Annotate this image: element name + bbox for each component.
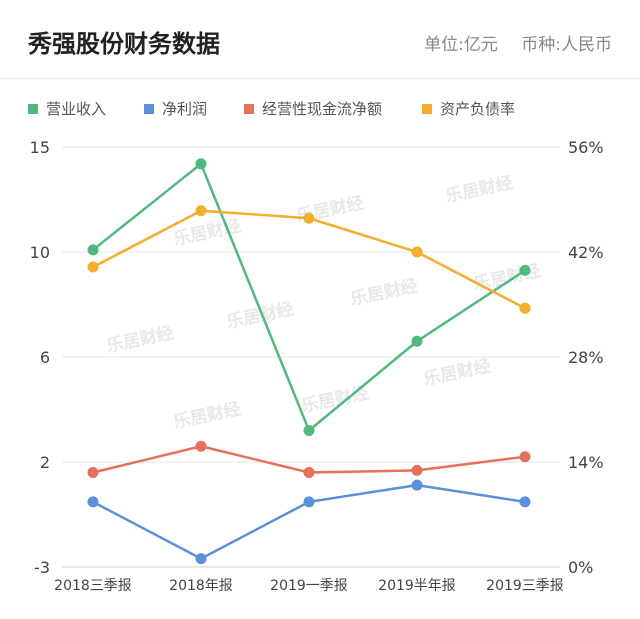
y-right-tick-label: 28% [568,348,604,367]
x-axis: 2018三季报 2018年报 2019一季报 2019半年报 2019三季报 [54,578,564,594]
y-left-tick-label: 15 [30,138,50,157]
y-right-tick-label: 14% [568,453,604,472]
series-line [92,209,526,310]
data-point [195,553,207,565]
x-tick-label: 2019一季报 [270,578,348,594]
series-group [87,158,531,565]
series-营业收入 [87,158,531,436]
watermark-text: 乐居财经 [172,398,243,433]
data-point [519,302,531,314]
data-point [195,205,207,217]
data-point [303,212,315,224]
data-point [519,264,531,276]
watermark-text: 乐居财经 [444,172,515,207]
series-经营性现金流净额 [87,440,531,478]
data-point [87,467,99,478]
legend-swatch [244,104,254,114]
data-point [87,244,99,256]
series-资产负债率 [87,205,531,314]
series-净利润 [87,479,531,565]
y-left-tick-label: 6 [40,348,50,367]
chart-meta: 单位:亿元 币种:人民币 [406,30,612,55]
data-point [519,451,531,463]
watermark-text: 乐居财经 [349,275,420,310]
chart-title: 秀强股份财务数据 [28,30,220,58]
legend-label: 资产负债率 [440,100,515,118]
watermark-text: 乐居财经 [472,260,543,295]
x-tick-label: 2019三季报 [486,578,564,594]
grid-lines [62,146,560,568]
chart-header: 秀强股份财务数据 单位:亿元 币种:人民币 [0,0,640,80]
legend-swatch [28,104,38,114]
y-left-tick-label: -3 [34,558,50,577]
y-right-tick-label: 42% [568,243,604,262]
data-point [195,158,207,170]
y-left-tick-label: 10 [30,243,50,262]
x-tick-label: 2018三季报 [54,578,132,594]
legend-label: 营业收入 [46,100,106,118]
y-axis-right: 56% 42% 28% 14% 0% [568,138,604,577]
data-point [87,261,99,273]
y-right-tick-label: 56% [568,138,604,157]
currency-label: 币种:人民币 [521,35,612,55]
x-tick-label: 2018年报 [169,578,233,594]
watermark-text: 乐居财经 [105,322,176,357]
data-point [411,335,423,347]
unit-label: 单位:亿元 [424,35,498,55]
legend-label: 净利润 [162,100,207,118]
y-left-tick-label: 2 [40,453,50,472]
data-point [411,479,423,491]
data-point [303,467,315,478]
data-point [303,496,315,508]
series-line [92,483,526,560]
data-point [411,464,423,476]
y-axis-left: 15 10 6 2 -3 [30,138,50,577]
y-right-tick-label: 0% [568,558,593,577]
data-point [195,440,207,452]
data-point [411,246,423,258]
watermark-text: 乐居财经 [225,298,296,333]
data-point [87,496,99,508]
watermark-text: 乐居财经 [422,355,493,390]
legend-label: 经营性现金流净额 [262,100,382,118]
x-tick-label: 2019半年报 [378,578,456,594]
data-point [519,496,531,508]
header-divider [0,78,640,79]
legend: 营业收入 净利润 经营性现金流净额 资产负债率 [28,100,515,118]
legend-swatch [422,104,432,114]
legend-swatch [144,104,154,114]
data-point [303,425,315,436]
